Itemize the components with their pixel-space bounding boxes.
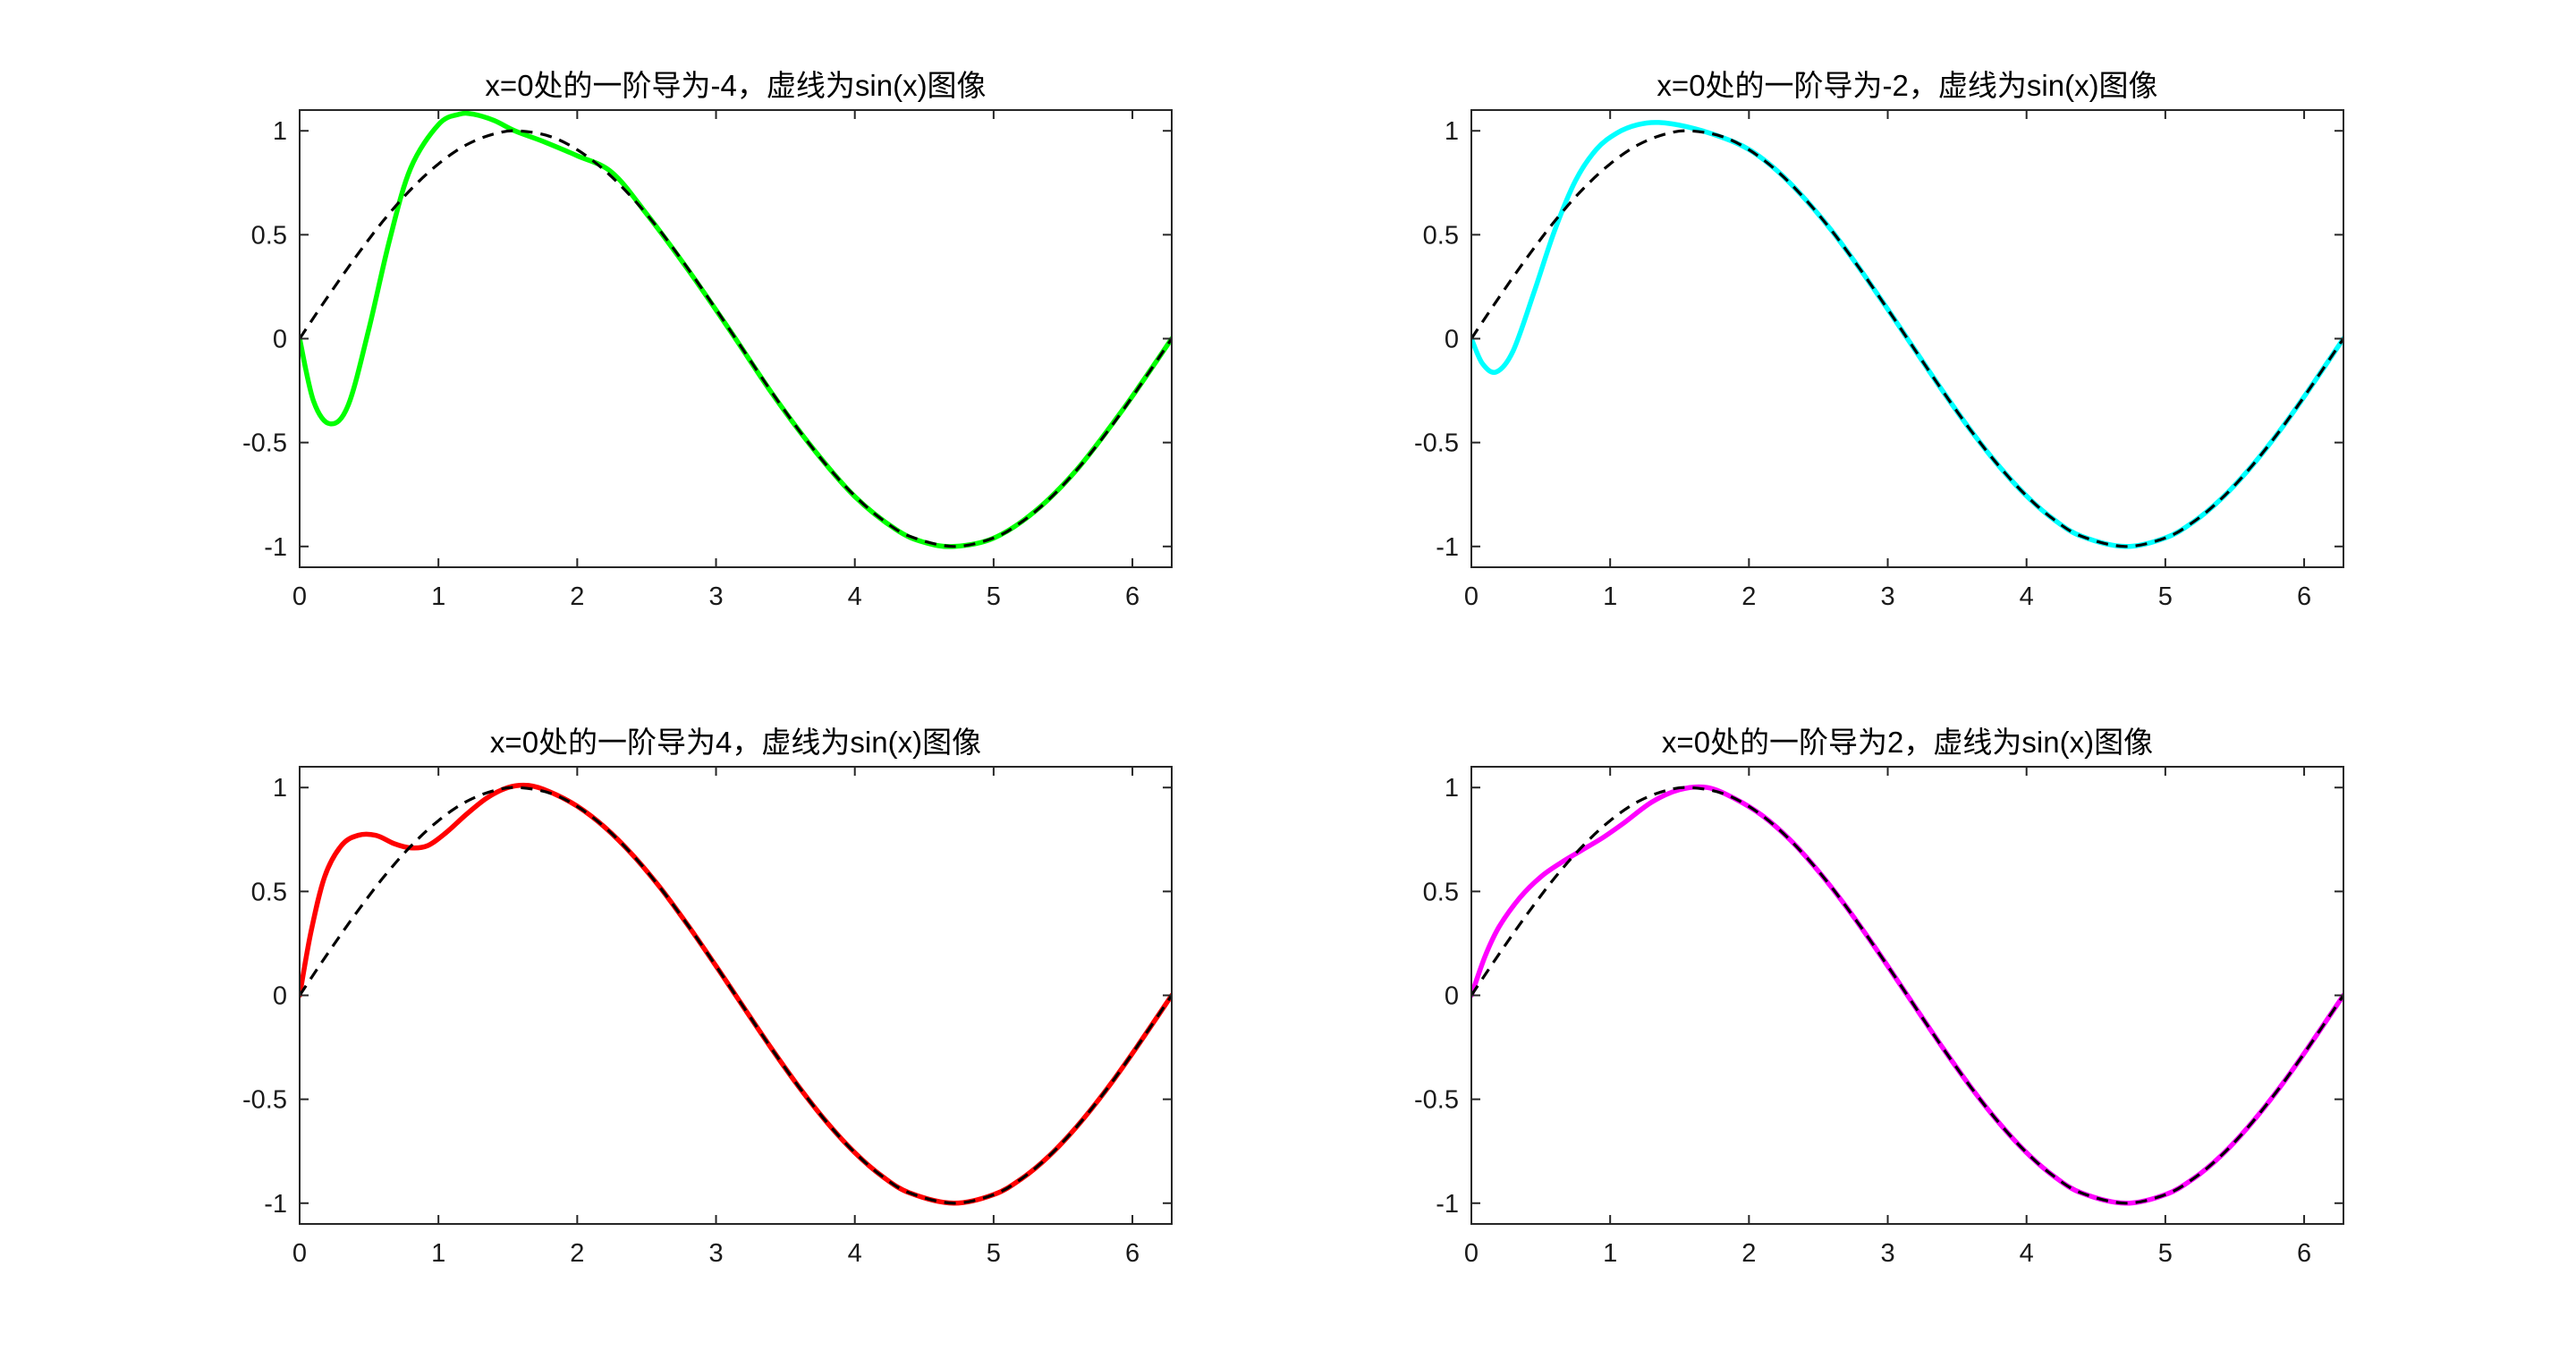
x-tick-label: 5 (2158, 1239, 2173, 1268)
chart-title: x=0处的一阶导为-4，虚线为sin(x)图像 (485, 69, 986, 102)
y-tick-label: -1 (1436, 533, 1459, 562)
x-tick-label: 2 (1741, 582, 1756, 611)
x-tick-label: 3 (708, 582, 723, 611)
chart-title: x=0处的一阶导为4，虚线为sin(x)图像 (490, 726, 981, 759)
interpolated-curve-line (300, 782, 1172, 1206)
x-tick-label: 1 (431, 1239, 445, 1268)
x-tick-label: 1 (431, 582, 445, 611)
chart-title: x=0处的一阶导为2，虚线为sin(x)图像 (1662, 726, 2153, 759)
y-tick-label: 1 (1445, 774, 1459, 803)
x-tick-label: 4 (848, 582, 862, 611)
y-tick-label: 0 (1445, 326, 1459, 354)
y-tick-label: 1 (273, 774, 287, 803)
sin-reference-line (1471, 129, 2343, 548)
x-tick-label: 6 (1125, 1239, 1140, 1268)
x-tick-label: 4 (2020, 1239, 2034, 1268)
x-tick-label: 3 (708, 1239, 723, 1268)
x-tick-label: 4 (2020, 582, 2034, 611)
x-tick-label: 5 (987, 582, 1001, 611)
y-tick-label: 1 (1445, 117, 1459, 146)
x-tick-label: 2 (1741, 1239, 1756, 1268)
x-tick-label: 6 (2297, 1239, 2311, 1268)
x-tick-label: 0 (292, 582, 307, 611)
y-tick-label: -0.5 (242, 429, 287, 458)
sin-reference-line (300, 786, 1172, 1205)
y-tick-label: 0 (1445, 982, 1459, 1011)
chart-title: x=0处的一阶导为-2，虚线为sin(x)图像 (1657, 69, 2157, 102)
subplot-4: x=0处的一阶导为2，虚线为sin(x)图像 0 1 2 3 4 5 6 -1 -0.5 0 0.5 1 (1414, 726, 2344, 1268)
x-tick-label: 6 (1125, 582, 1140, 611)
x-tick-label: 5 (2158, 582, 2173, 611)
x-tick-label: 3 (1880, 1239, 1894, 1268)
x-tick-label: 2 (570, 582, 584, 611)
y-tick-label: -0.5 (242, 1086, 287, 1115)
subplot-2: x=0处的一阶导为-2，虚线为sin(x)图像 0 1 2 3 4 5 6 -1 -0.5 0 0.5… (1414, 69, 2344, 611)
subplot-3: x=0处的一阶导为4，虚线为sin(x)图像 0 1 2 3 4 5 6 -1 -0.5 0 0.5 1 (242, 726, 1173, 1268)
x-tick-label: 1 (1603, 582, 1617, 611)
x-tick-label: 6 (2297, 582, 2311, 611)
sin-reference-line (300, 129, 1172, 548)
x-tick-label: 0 (1464, 582, 1479, 611)
sin-reference-line (1471, 786, 2343, 1205)
y-tick-label: 0.5 (251, 221, 287, 250)
y-tick-label: 0.5 (1423, 878, 1459, 906)
x-tick-label: 4 (848, 1239, 862, 1268)
y-tick-label: 0 (273, 982, 287, 1011)
y-tick-label: -1 (1436, 1190, 1459, 1219)
x-tick-label: 1 (1603, 1239, 1617, 1268)
x-tick-label: 2 (570, 1239, 584, 1268)
x-tick-label: 3 (1880, 582, 1894, 611)
y-tick-label: 0.5 (1423, 221, 1459, 250)
y-tick-label: -1 (264, 1190, 287, 1219)
y-tick-label: 1 (273, 117, 287, 146)
subplot-1: x=0处的一阶导为-4，虚线为sin(x)图像 0 1 2 3 4 5 6 -1 -0.5 0 0.5… (242, 69, 1173, 611)
y-tick-label: -0.5 (1414, 1086, 1459, 1115)
x-tick-label: 0 (1464, 1239, 1479, 1268)
y-tick-label: -1 (264, 533, 287, 562)
x-tick-label: 0 (292, 1239, 307, 1268)
y-tick-label: 0 (273, 326, 287, 354)
y-tick-label: -0.5 (1414, 429, 1459, 458)
x-tick-label: 5 (987, 1239, 1001, 1268)
y-tick-label: 0.5 (251, 878, 287, 906)
